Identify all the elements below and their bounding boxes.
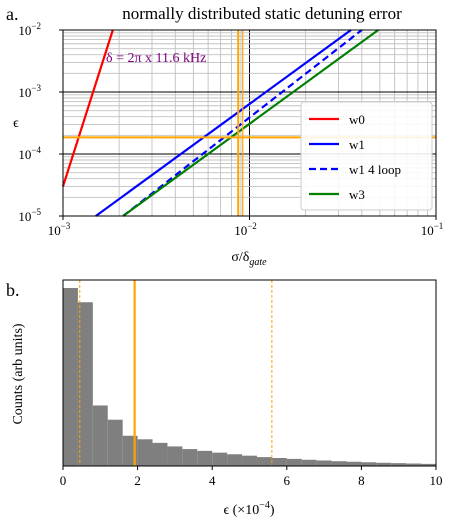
chart-a-xlabel-main: σ/δ	[231, 250, 249, 265]
series-line-w3	[122, 29, 379, 217]
histogram-bar	[92, 405, 108, 466]
histogram-bar	[63, 288, 78, 466]
histogram-bar	[406, 463, 422, 466]
histogram-bar	[242, 455, 257, 466]
histogram-bar	[212, 452, 228, 466]
y-tick-label: 10−5	[18, 207, 41, 224]
histogram-bar	[421, 463, 436, 466]
chart-a-xlabel: σ/δgate	[231, 250, 267, 268]
chart-a: δ = 2π x 11.6 kHz 10−3 10−2 10−1 10−5 10−4 10…	[13, 21, 443, 268]
y-tick-label: 10−2	[18, 21, 41, 38]
x-tick-label: 0	[60, 473, 67, 488]
series-line-w1-4-loop	[122, 29, 363, 217]
histogram-bar	[271, 457, 287, 466]
x-tick-label: 10−2	[234, 221, 257, 238]
histogram-bars	[63, 288, 436, 466]
chart-a-ylabel: ϵ	[13, 116, 19, 131]
chart-b: 0 2 4 6 8 10 Counts (arb units) ϵ (×10−4)	[11, 279, 443, 518]
chart-b-reference-lines	[79, 280, 273, 466]
detuning-annotation: δ = 2π x 11.6 kHz	[106, 51, 206, 66]
x-tick-label: 10−1	[421, 221, 444, 238]
x-tick-label: 4	[209, 473, 216, 488]
histogram-bar	[182, 449, 198, 466]
y-tick-label: 10−3	[18, 83, 41, 100]
chart-a-title: normally distributed static detuning err…	[122, 4, 402, 23]
x-tick-label: 8	[358, 473, 365, 488]
histogram-bar	[167, 446, 183, 466]
legend-label: w1	[349, 137, 365, 152]
panel-a-label: a.	[6, 4, 19, 24]
series-line-w1	[95, 29, 352, 217]
x-tick-label: 2	[134, 473, 141, 488]
chart-a-legend: w0 w1 w1 4 loop w3	[300, 101, 433, 211]
histogram-bar	[331, 461, 347, 466]
x-tick-label: 6	[284, 473, 291, 488]
y-tick-label: 10−4	[18, 145, 41, 162]
chart-b-xlabel: ϵ (×10−4)	[223, 500, 274, 518]
panel-b-label: b.	[6, 280, 20, 300]
histogram-bar	[77, 302, 93, 466]
legend-label: w0	[349, 112, 365, 127]
histogram-bar	[152, 442, 168, 466]
x-tick-label: 10−3	[48, 221, 71, 238]
histogram-bar	[286, 458, 302, 466]
chart-b-frame	[62, 279, 437, 467]
histogram-bar	[316, 460, 332, 466]
histogram-bar	[256, 457, 272, 466]
histogram-bar	[361, 462, 377, 466]
histogram-bar	[197, 450, 213, 466]
chart-b-xlabel-main: ϵ (×10	[223, 503, 259, 518]
legend-label: w3	[349, 187, 365, 202]
chart-a-xlabel-sub: gate	[249, 257, 267, 268]
histogram-bar	[301, 459, 317, 466]
series-line-w0	[61, 29, 114, 187]
chart-b-xlabel-end: )	[270, 503, 275, 518]
chart-b-ticks: 0 2 4 6 8 10	[60, 466, 443, 488]
histogram-bar	[137, 439, 153, 466]
legend-label: w1 4 loop	[349, 162, 401, 177]
x-tick-label: 10	[430, 473, 443, 488]
histogram-bar	[376, 462, 392, 466]
histogram-bar	[346, 461, 362, 466]
histogram-bar	[107, 419, 123, 466]
chart-a-series	[61, 29, 379, 217]
chart-b-ylabel: Counts (arb units)	[11, 323, 26, 424]
chart-b-xlabel-exp: −4	[259, 500, 270, 511]
legend-box	[300, 101, 433, 211]
histogram-bar	[227, 454, 243, 466]
histogram-bar	[391, 463, 407, 466]
